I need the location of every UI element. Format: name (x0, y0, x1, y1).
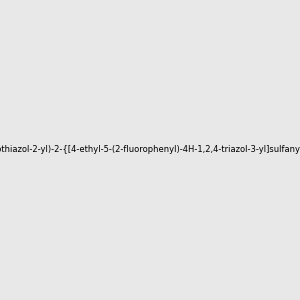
Text: N-(1,3-benzothiazol-2-yl)-2-{[4-ethyl-5-(2-fluorophenyl)-4H-1,2,4-triazol-3-yl]s: N-(1,3-benzothiazol-2-yl)-2-{[4-ethyl-5-… (0, 146, 300, 154)
